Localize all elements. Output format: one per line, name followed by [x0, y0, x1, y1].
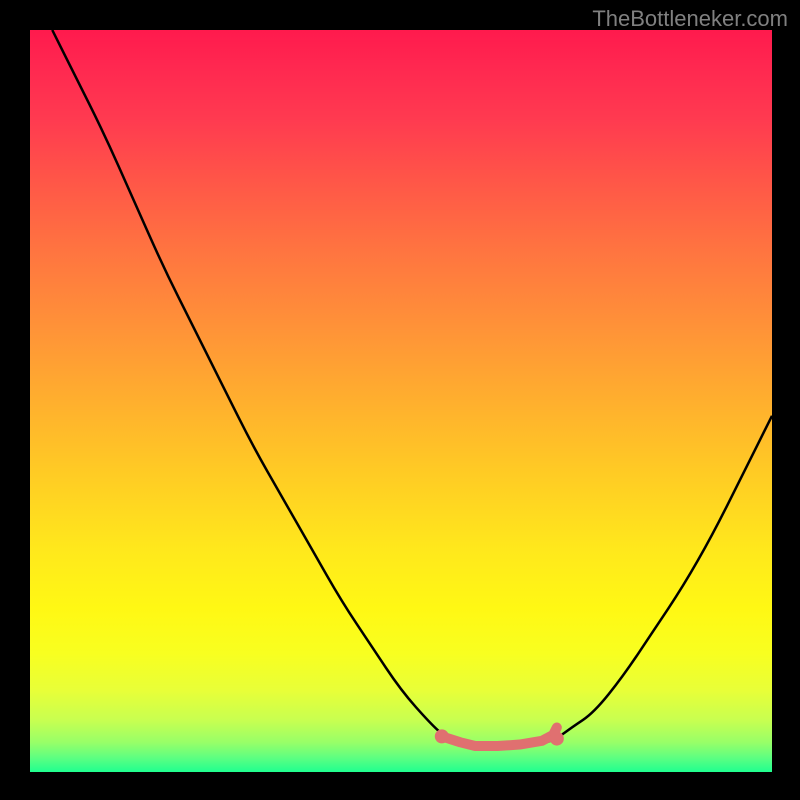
minimum-end-marker [550, 732, 564, 746]
curve-layer [30, 30, 772, 772]
minimum-segment [442, 727, 557, 746]
watermark-text: TheBottleneker.com [592, 6, 788, 32]
plot-area [30, 30, 772, 772]
chart-container: TheBottleneker.com [0, 0, 800, 800]
bottleneck-curve [52, 30, 772, 748]
minimum-start-marker [435, 729, 449, 743]
